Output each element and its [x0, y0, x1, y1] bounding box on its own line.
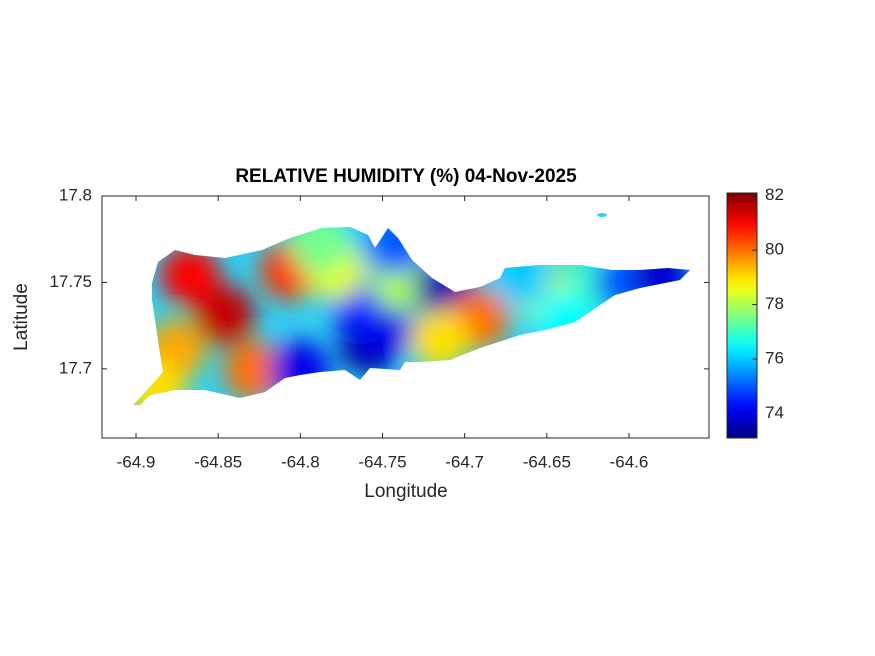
axes-box [101, 195, 710, 439]
y-tick-label: 17.8 [59, 185, 92, 204]
y-tick-label: 17.7 [59, 358, 92, 377]
x-tick-label: -64.8 [281, 452, 320, 471]
colorbar-tick-label: 82 [765, 185, 784, 204]
y-tick-label: 17.75 [49, 272, 92, 291]
humidity-sample [160, 245, 221, 306]
humidity-sample [410, 309, 471, 370]
chart-title: RELATIVE HUMIDITY (%) 04-Nov-2025 [235, 166, 577, 187]
colorbar-tick-label: 80 [765, 240, 784, 259]
x-tick-label: -64.7 [445, 452, 484, 471]
colorbar-tick-label: 76 [765, 349, 784, 368]
colorbar [726, 192, 758, 439]
y-axis-label: Latitude [11, 283, 32, 351]
colorbar-tick-label: 74 [765, 403, 784, 422]
humidity-sample [194, 285, 255, 346]
colorbar-tick-label: 78 [765, 294, 784, 313]
axes: -64.9 -64.85 -64.8 -64.75 -64.7 -64.65 -64.6 17… [49, 185, 709, 471]
x-tick-label: -64.9 [117, 452, 156, 471]
x-axis-label: Longitude [364, 481, 447, 502]
x-tick-label: -64.6 [610, 452, 649, 471]
x-tick-label: -64.85 [194, 452, 242, 471]
x-tick-label: -64.75 [358, 452, 406, 471]
humidity-sample [224, 340, 285, 401]
x-tick-label: -64.65 [523, 452, 571, 471]
